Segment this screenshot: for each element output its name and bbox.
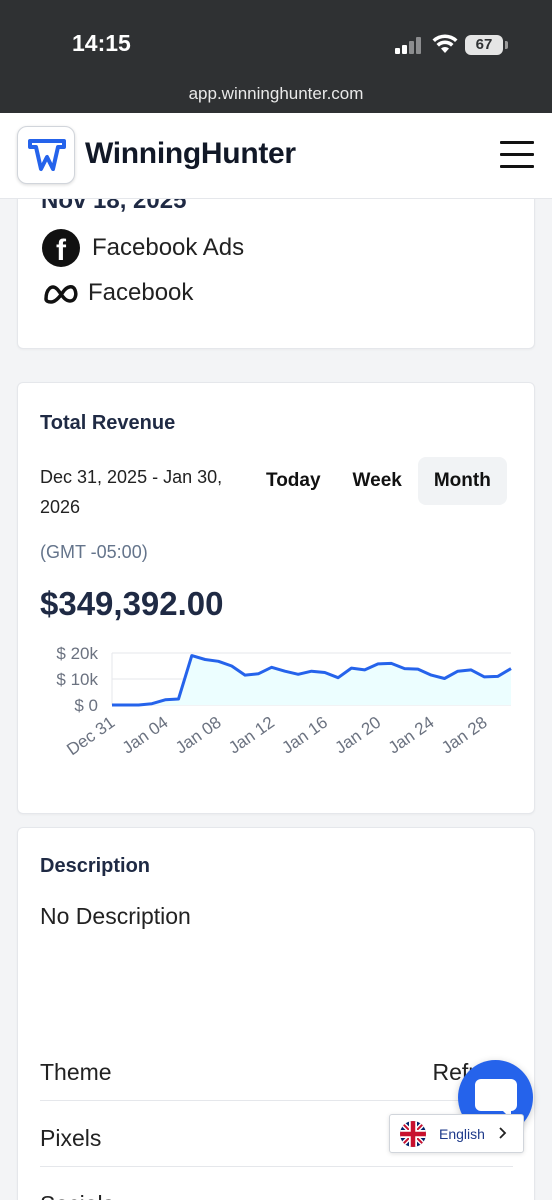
y-tick-label: $ 10k <box>56 670 98 689</box>
chat-bubble-icon <box>475 1079 517 1119</box>
platform-facebook-ads: f Facebook Ads <box>42 229 244 267</box>
date-range: Dec 31, 2025 - Jan 30, 2026 <box>40 467 223 517</box>
brand-name[interactable]: WinningHunter <box>85 137 296 170</box>
chevron-right-icon <box>499 1127 507 1139</box>
x-tick-label: Jan 16 <box>278 713 331 758</box>
signal-icon <box>395 36 423 54</box>
wifi-icon <box>432 34 458 53</box>
y-tick-label: $ 0 <box>74 696 98 715</box>
language-selector[interactable]: English <box>389 1114 524 1153</box>
status-time: 14:15 <box>72 30 131 56</box>
description-title: Description <box>40 855 151 877</box>
battery-icon: 67 <box>465 35 508 55</box>
x-tick-label: Jan 28 <box>438 713 491 758</box>
socials-row: Socials - <box>40 1167 513 1200</box>
tab-month[interactable]: Month <box>417 457 507 505</box>
facebook-icon: f <box>42 229 80 267</box>
socials-label: Socials <box>40 1191 114 1200</box>
language-label: English <box>439 1125 485 1142</box>
theme-label: Theme <box>40 1059 112 1085</box>
uk-flag-icon <box>400 1120 426 1147</box>
x-tick-label: Jan 08 <box>172 713 225 758</box>
pixels-row: Pixels <box>40 1101 513 1167</box>
x-tick-label: Jan 24 <box>385 713 438 758</box>
x-tick-label: Jan 20 <box>332 713 385 758</box>
description-text: No Description <box>40 903 191 929</box>
theme-row: Theme Refresh <box>40 1035 513 1101</box>
platform-label: Facebook Ads <box>92 234 245 261</box>
total-revenue-card: Total Revenue Dec 31, 2025 - Jan 30, 202… <box>17 382 535 814</box>
y-tick-label: $ 20k <box>56 645 98 663</box>
revenue-title: Total Revenue <box>40 412 176 434</box>
tab-today[interactable]: Today <box>266 470 321 491</box>
platform-label: Facebook <box>88 279 194 306</box>
period-tabs: Today Week Month <box>250 457 507 505</box>
browser-status-bar: 14:15 67 app.winninghunter.com <box>0 0 552 113</box>
platform-facebook: Facebook <box>42 279 193 307</box>
meta-icon <box>44 285 78 304</box>
x-tick-label: Jan 04 <box>119 713 172 758</box>
revenue-line <box>112 654 512 707</box>
revenue-area <box>112 655 511 705</box>
revenue-total: $349,392.00 <box>40 585 224 622</box>
x-tick-label: Dec 31 <box>63 713 118 759</box>
socials-value: - <box>505 1191 513 1200</box>
pixels-label: Pixels <box>40 1125 102 1151</box>
tab-week[interactable]: Week <box>352 470 402 491</box>
x-tick-label: Jan 12 <box>225 713 278 758</box>
logo-icon[interactable] <box>17 126 75 184</box>
app-header: WinningHunter <box>0 113 552 199</box>
timezone-label: (GMT -05:00) <box>40 542 148 562</box>
address-bar[interactable]: app.winninghunter.com <box>188 84 364 103</box>
hamburger-menu-button[interactable] <box>500 141 534 169</box>
